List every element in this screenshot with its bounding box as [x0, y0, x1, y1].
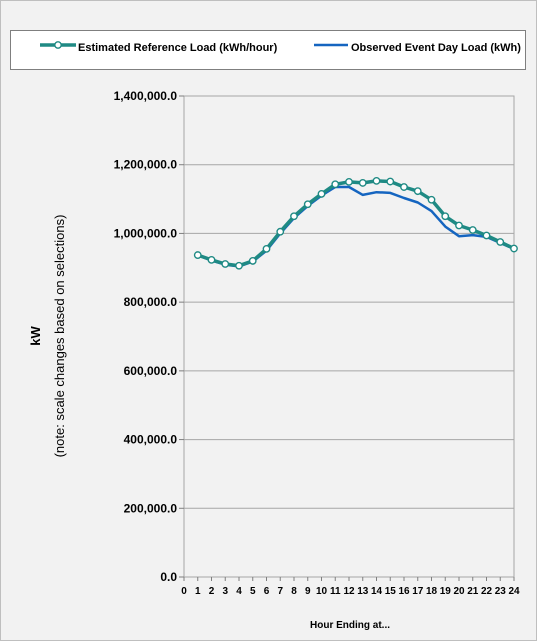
series-markers [193, 176, 518, 270]
x-tick-label: 16 [398, 586, 410, 597]
x-tick-label: 24 [508, 586, 520, 597]
x-tick-label: 8 [291, 586, 297, 597]
x-tick-label: 21 [467, 586, 479, 597]
legend-swatch-observed [314, 43, 348, 47]
data-point-reference [317, 190, 326, 198]
legend-swatch-reference [40, 41, 76, 49]
x-tick-label: 19 [440, 586, 452, 597]
x-tick-label: 0 [181, 586, 187, 597]
x-tick-label: 18 [426, 586, 438, 597]
y-tick-label: 200,000.0 [124, 501, 178, 515]
x-tick-label: 14 [371, 586, 383, 597]
data-point-reference [510, 244, 518, 253]
x-tick-label: 22 [481, 586, 493, 597]
x-tick-label: 3 [222, 586, 228, 597]
x-tick-label: 11 [330, 586, 341, 597]
data-point-reference [303, 200, 312, 209]
data-point-reference [496, 238, 505, 246]
y-axis-note: (note: scale changes based on selections… [52, 215, 67, 458]
data-point-reference [262, 244, 271, 253]
series-line-reference [196, 179, 516, 268]
data-point-reference [482, 231, 491, 240]
x-tick-label: 12 [343, 586, 355, 597]
x-tick-label: 9 [305, 586, 311, 597]
data-point-reference [207, 255, 216, 264]
legend-label-observed: Observed Event Day Load (kWh) [351, 42, 521, 54]
x-tick-label: 5 [250, 586, 256, 597]
legend-label-reference: Estimated Reference Load (kWh/hour) [78, 42, 278, 54]
data-point-reference [468, 226, 477, 234]
series-lines [196, 179, 516, 268]
y-axis-title: kW [28, 326, 43, 346]
x-tick-label: 4 [236, 586, 242, 597]
y-tick-label: 600,000.0 [124, 364, 178, 378]
x-tick-label: 2 [209, 586, 215, 597]
data-point-reference [345, 177, 353, 186]
data-point-reference [441, 212, 450, 221]
y-tick-label: 0.0 [160, 570, 177, 584]
y-tick-label: 1,200,000.0 [114, 158, 178, 172]
chart-legend: Estimated Reference Load (kWh/hour) Obse… [10, 30, 526, 70]
x-tick-label: 1 [195, 586, 201, 597]
y-tick-label: 800,000.0 [124, 295, 178, 309]
y-axis-ticks: 0.0 200,000.0 400,000.0 600,000.0 800,000.0 1… [114, 89, 184, 584]
data-point-reference [427, 195, 436, 204]
x-tick-label: 13 [357, 586, 369, 597]
data-point-reference [455, 221, 463, 230]
data-point-reference [372, 176, 381, 185]
data-point-reference [400, 183, 408, 191]
x-tick-label: 7 [277, 586, 283, 597]
x-axis-title: Hour Ending at... [310, 620, 390, 631]
x-tick-label: 10 [316, 586, 328, 597]
data-point-reference [235, 261, 243, 270]
data-point-reference [193, 251, 202, 259]
data-point-reference [386, 177, 395, 186]
data-point-reference [276, 227, 285, 236]
x-axis-ticks: 0 1 2 3 4 5 6 7 8 9 10 11 12 13 14 15 16 17 18 19 20 21 22 23 24 [181, 577, 520, 597]
x-tick-label: 6 [264, 586, 270, 597]
plot-area [183, 95, 515, 578]
data-point-reference [221, 260, 230, 268]
x-tick-label: 17 [412, 586, 424, 597]
x-tick-label: 15 [385, 586, 397, 597]
y-tick-label: 1,400,000.0 [114, 89, 178, 103]
data-point-reference [331, 180, 340, 189]
data-point-reference [413, 187, 422, 196]
x-tick-label: 20 [453, 586, 465, 597]
data-point-reference [248, 257, 257, 265]
data-point-reference [358, 179, 367, 187]
y-tick-label: 400,000.0 [124, 433, 178, 447]
x-tick-label: 23 [495, 586, 507, 597]
y-tick-label: 1,000,000.0 [114, 226, 178, 240]
data-point-reference [290, 212, 298, 221]
gridlines [184, 95, 514, 578]
